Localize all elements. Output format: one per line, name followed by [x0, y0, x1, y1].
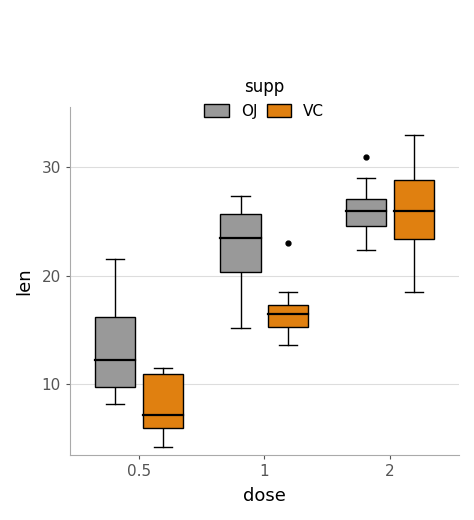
Bar: [143, 374, 183, 428]
Bar: [268, 305, 308, 327]
Bar: [394, 180, 434, 239]
Bar: [346, 199, 386, 226]
X-axis label: dose: dose: [243, 487, 286, 505]
Y-axis label: len: len: [15, 267, 33, 295]
Legend: OJ, VC: OJ, VC: [200, 73, 329, 123]
Bar: [220, 214, 261, 272]
Bar: [95, 317, 135, 387]
